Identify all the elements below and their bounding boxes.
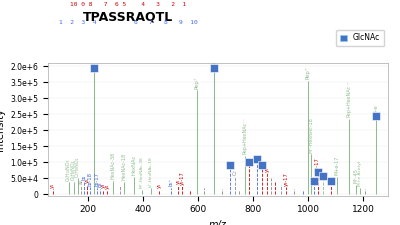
Text: C₆H₈NO₂: C₆H₈NO₂: [71, 160, 76, 180]
Text: y₁: y₁: [50, 183, 55, 188]
Text: M+e: M+e: [373, 105, 378, 117]
Text: y₈: y₈: [260, 162, 265, 167]
Text: y₄: y₄: [105, 183, 110, 189]
Text: 1  2  3  4          6   7   8   9  10: 1 2 3 4 6 7 8 9 10: [59, 20, 197, 25]
Text: y₃: y₃: [101, 183, 106, 188]
Text: b₇: b₇: [227, 162, 232, 167]
Legend: GlcNAc: GlcNAc: [336, 30, 384, 46]
Text: C₇: C₇: [233, 169, 238, 175]
Text: Pep⁺: Pep⁺: [306, 66, 311, 79]
Text: M⁺-45: M⁺-45: [353, 168, 358, 183]
Text: M+e-17: M+e-17: [335, 155, 340, 175]
Text: y₉-17: y₉-17: [284, 172, 289, 186]
Text: HexNAc: HexNAc: [92, 48, 96, 69]
Text: HexNAc-38: HexNAc-38: [111, 152, 116, 179]
Text: C₆H₁₀NO₃: C₆H₁₀NO₃: [66, 158, 71, 181]
Text: Pep+HexNAc⁻⁻: Pep+HexNAc⁻⁻: [242, 117, 247, 154]
Text: TPASSRAQTL: TPASSRAQTL: [83, 10, 173, 23]
Text: Pep+HexNAc⁻¹: Pep+HexNAc⁻¹: [346, 81, 352, 117]
Text: b⁺-HexNAc-18: b⁺-HexNAc-18: [149, 156, 153, 187]
Text: C₇H₈NO₂: C₇H₈NO₂: [75, 156, 80, 177]
Text: M⁺-HexNAc-38: M⁺-HexNAc-38: [140, 156, 144, 188]
Text: G₅: G₅: [321, 171, 326, 177]
Text: b₃: b₃: [97, 182, 102, 187]
Text: y₁₀-17: y₁₀-17: [315, 158, 320, 173]
Text: y₉: y₉: [265, 166, 270, 172]
Text: b₂-18: b₂-18: [88, 171, 93, 186]
Text: y₂: y₂: [84, 178, 90, 183]
Text: b₂: b₂: [81, 175, 86, 180]
Y-axis label: Intensity: Intensity: [0, 108, 5, 151]
Text: y₅: y₅: [157, 183, 162, 188]
Text: b₈: b₈: [254, 155, 260, 161]
Text: b₅⁺: b₅⁺: [168, 178, 174, 186]
Text: M+e Acetyl: M+e Acetyl: [358, 161, 362, 186]
Text: M⁺-HexNAc-18: M⁺-HexNAc-18: [308, 117, 313, 153]
X-axis label: m/z: m/z: [209, 220, 227, 225]
Text: HexNAc: HexNAc: [131, 155, 136, 175]
Text: y₆: y₆: [176, 178, 181, 184]
Text: Pep: Pep: [212, 60, 217, 69]
Text: y₇: y₇: [247, 158, 252, 164]
Text: a₂: a₂: [78, 179, 84, 184]
Text: Pep⁺: Pep⁺: [194, 76, 200, 89]
Text: b₂-17: b₂-17: [94, 172, 99, 186]
Text: HexNAc-18: HexNAc-18: [121, 153, 126, 180]
Text: 10 0 8   7  6 5    4   3   2  1: 10 0 8 7 6 5 4 3 2 1: [70, 2, 186, 7]
Text: y₁₀: y₁₀: [328, 176, 333, 183]
Text: y₆-17: y₆-17: [180, 171, 185, 185]
